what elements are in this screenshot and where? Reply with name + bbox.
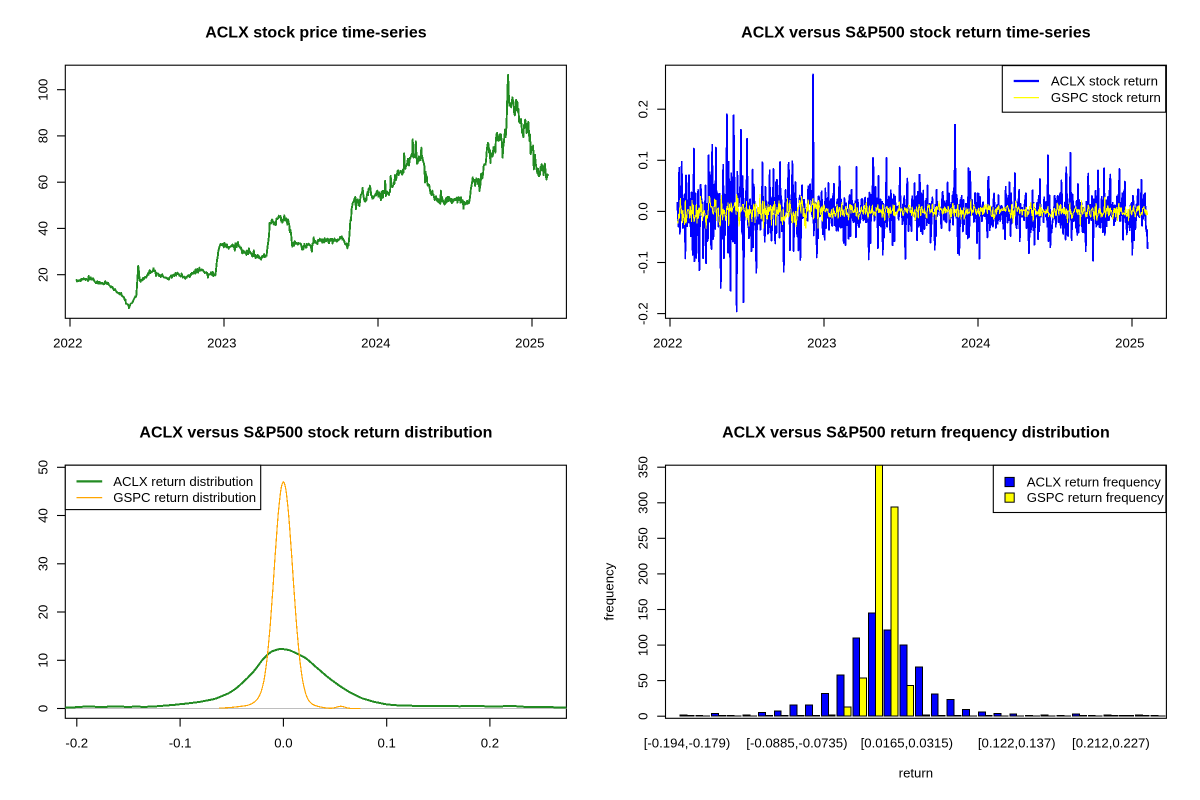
- svg-text:[0.122,0.137): [0.122,0.137): [978, 736, 1056, 751]
- svg-text:ACLX return frequency: ACLX return frequency: [1027, 475, 1162, 490]
- svg-text:[-0.194,-0.179): [-0.194,-0.179): [644, 736, 731, 751]
- svg-text:ACLX versus S&P500 stock retur: ACLX versus S&P500 stock return distribu…: [139, 424, 492, 441]
- svg-text:-0.2: -0.2: [636, 302, 651, 325]
- svg-text:ACLX versus S&P500 stock retur: ACLX versus S&P500 stock return time-ser…: [741, 24, 1091, 41]
- svg-text:ACLX stock return: ACLX stock return: [1051, 74, 1158, 89]
- svg-text:50: 50: [35, 460, 50, 475]
- svg-text:100: 100: [35, 79, 50, 101]
- svg-text:2023: 2023: [807, 336, 836, 351]
- svg-text:ACLX versus S&P500 return freq: ACLX versus S&P500 return frequency dist…: [722, 424, 1110, 441]
- svg-text:[0.0165,0.0315): [0.0165,0.0315): [861, 736, 953, 751]
- svg-text:150: 150: [636, 598, 651, 620]
- svg-text:250: 250: [636, 527, 651, 549]
- svg-text:200: 200: [636, 563, 651, 585]
- svg-text:0.0: 0.0: [636, 202, 651, 220]
- svg-text:0.2: 0.2: [636, 100, 651, 118]
- svg-text:0.1: 0.1: [636, 151, 651, 169]
- svg-text:-0.1: -0.1: [169, 736, 192, 751]
- svg-text:2025: 2025: [1115, 336, 1144, 351]
- svg-text:[0.212,0.227): [0.212,0.227): [1072, 736, 1150, 751]
- svg-text:return: return: [899, 766, 933, 781]
- svg-text:-0.1: -0.1: [636, 251, 651, 274]
- svg-text:60: 60: [35, 175, 50, 190]
- svg-text:2022: 2022: [653, 336, 682, 351]
- svg-text:0.1: 0.1: [378, 736, 396, 751]
- svg-text:0: 0: [636, 713, 651, 720]
- svg-text:10: 10: [35, 653, 50, 668]
- svg-text:GSPC stock return: GSPC stock return: [1051, 90, 1161, 105]
- svg-text:GSPC return distribution: GSPC return distribution: [113, 490, 256, 505]
- svg-text:40: 40: [35, 508, 50, 523]
- svg-text:2024: 2024: [961, 336, 990, 351]
- svg-text:20: 20: [35, 267, 50, 282]
- svg-text:2023: 2023: [207, 336, 236, 351]
- svg-text:40: 40: [35, 221, 50, 236]
- svg-text:100: 100: [636, 634, 651, 656]
- svg-text:2022: 2022: [53, 336, 82, 351]
- svg-text:2025: 2025: [515, 336, 544, 351]
- svg-text:300: 300: [636, 492, 651, 514]
- svg-text:[-0.0885,-0.0735): [-0.0885,-0.0735): [746, 736, 847, 751]
- svg-text:30: 30: [35, 556, 50, 571]
- svg-text:ACLX return distribution: ACLX return distribution: [113, 474, 253, 489]
- svg-text:0: 0: [35, 705, 50, 712]
- svg-text:0.0: 0.0: [274, 736, 292, 751]
- svg-text:frequency: frequency: [602, 562, 617, 620]
- svg-text:-0.2: -0.2: [65, 736, 88, 751]
- svg-text:2024: 2024: [361, 336, 390, 351]
- svg-text:80: 80: [35, 129, 50, 144]
- svg-text:20: 20: [35, 605, 50, 620]
- svg-text:50: 50: [636, 673, 651, 688]
- svg-text:ACLX stock price time-series: ACLX stock price time-series: [205, 24, 427, 41]
- svg-text:0.2: 0.2: [481, 736, 499, 751]
- svg-text:GSPC return frequency: GSPC return frequency: [1027, 490, 1164, 505]
- svg-text:350: 350: [636, 456, 651, 478]
